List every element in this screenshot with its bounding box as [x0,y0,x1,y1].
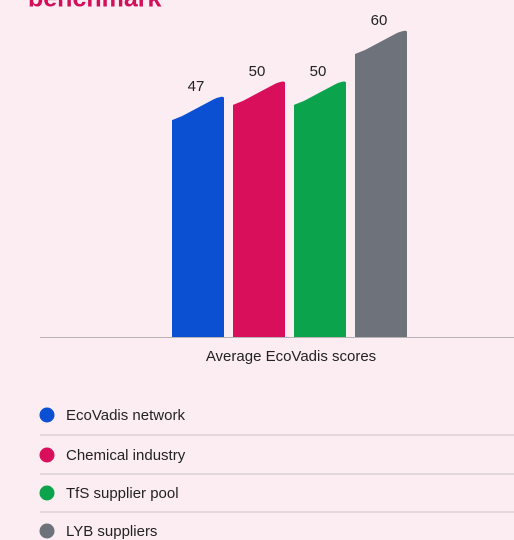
legend-label: TfS supplier pool [66,485,179,502]
legend-marker [39,447,55,463]
x-axis-label: Average EcoVadis scores [206,348,376,365]
legend-label: Chemical industry [66,447,186,464]
bar [355,30,407,337]
data-label: 50 [249,63,266,80]
data-label: 50 [310,63,327,80]
legend-marker [39,407,55,423]
bar [172,96,224,337]
legend-label: EcoVadis network [66,407,185,424]
chart-title: benchmark [28,0,161,13]
data-label: 47 [188,78,205,95]
legend-marker [39,485,55,501]
data-label: 60 [371,12,388,29]
legend-label: LYB suppliers [66,523,157,540]
legend-marker [39,523,55,539]
bar [233,81,285,337]
bar [294,81,346,337]
